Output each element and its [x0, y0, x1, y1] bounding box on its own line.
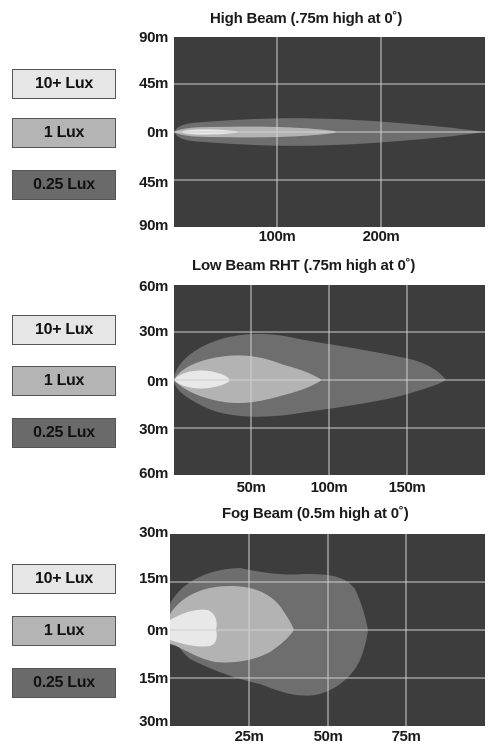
y-tick-label: 0m [147, 373, 168, 390]
y-tick-label: 30m [139, 323, 168, 340]
lux-10-area [170, 609, 217, 647]
x-tick-label: 50m [313, 728, 343, 745]
chart-title: Low Beam RHT (.75m high at 0˚) [192, 257, 416, 274]
y-tick-label: 45m [139, 75, 168, 92]
low-beam-panel: Low Beam RHT (.75m high at 0˚) 60m 30m 0… [12, 257, 485, 496]
x-tick-label: 25m [234, 728, 264, 745]
legend-1-lux: 1 Lux [12, 118, 116, 148]
fog-beam-plot [170, 534, 485, 726]
high-beam-panel: High Beam (.75m high at 0˚) 90m 45m 0m 4… [0, 0, 491, 245]
legend-10-lux: 10+ Lux [12, 69, 116, 99]
lux-1-area [174, 355, 322, 404]
y-tick-label: 90m [139, 217, 168, 234]
x-tick-label: 50m [236, 479, 266, 496]
x-tick-label: 100m [258, 228, 296, 245]
legend-025-lux: 0.25 Lux [12, 668, 116, 698]
legend-1-lux: 1 Lux [12, 366, 116, 396]
x-tick-label: 75m [391, 728, 421, 745]
y-tick-label: 90m [139, 29, 168, 46]
y-tick-label: 15m [139, 670, 168, 687]
legend-10-lux: 10+ Lux [12, 564, 116, 594]
y-tick-label: 60m [139, 278, 168, 295]
y-tick-label: 45m [139, 174, 168, 191]
y-tick-label: 0m [147, 622, 168, 639]
y-tick-label: 0m [147, 124, 168, 141]
legend-1-lux: 1 Lux [12, 616, 116, 646]
x-tick-label: 150m [388, 479, 426, 496]
y-tick-label: 60m [139, 465, 168, 482]
legend-10-lux: 10+ Lux [12, 315, 116, 345]
legend-025-lux: 0.25 Lux [12, 170, 116, 200]
y-tick-label: 30m [139, 421, 168, 438]
y-tick-label: 30m [139, 524, 168, 541]
high-beam-plot [174, 37, 485, 227]
x-tick-label: 200m [362, 228, 400, 245]
chart-title: High Beam (.75m high at 0˚) [210, 10, 403, 27]
x-tick-label: 100m [310, 479, 348, 496]
chart-title: Fog Beam (0.5m high at 0˚) [222, 505, 409, 522]
y-tick-label: 30m [139, 713, 168, 730]
low-beam-plot [174, 285, 485, 475]
legend-025-lux: 0.25 Lux [12, 418, 116, 448]
y-tick-label: 15m [139, 570, 168, 587]
